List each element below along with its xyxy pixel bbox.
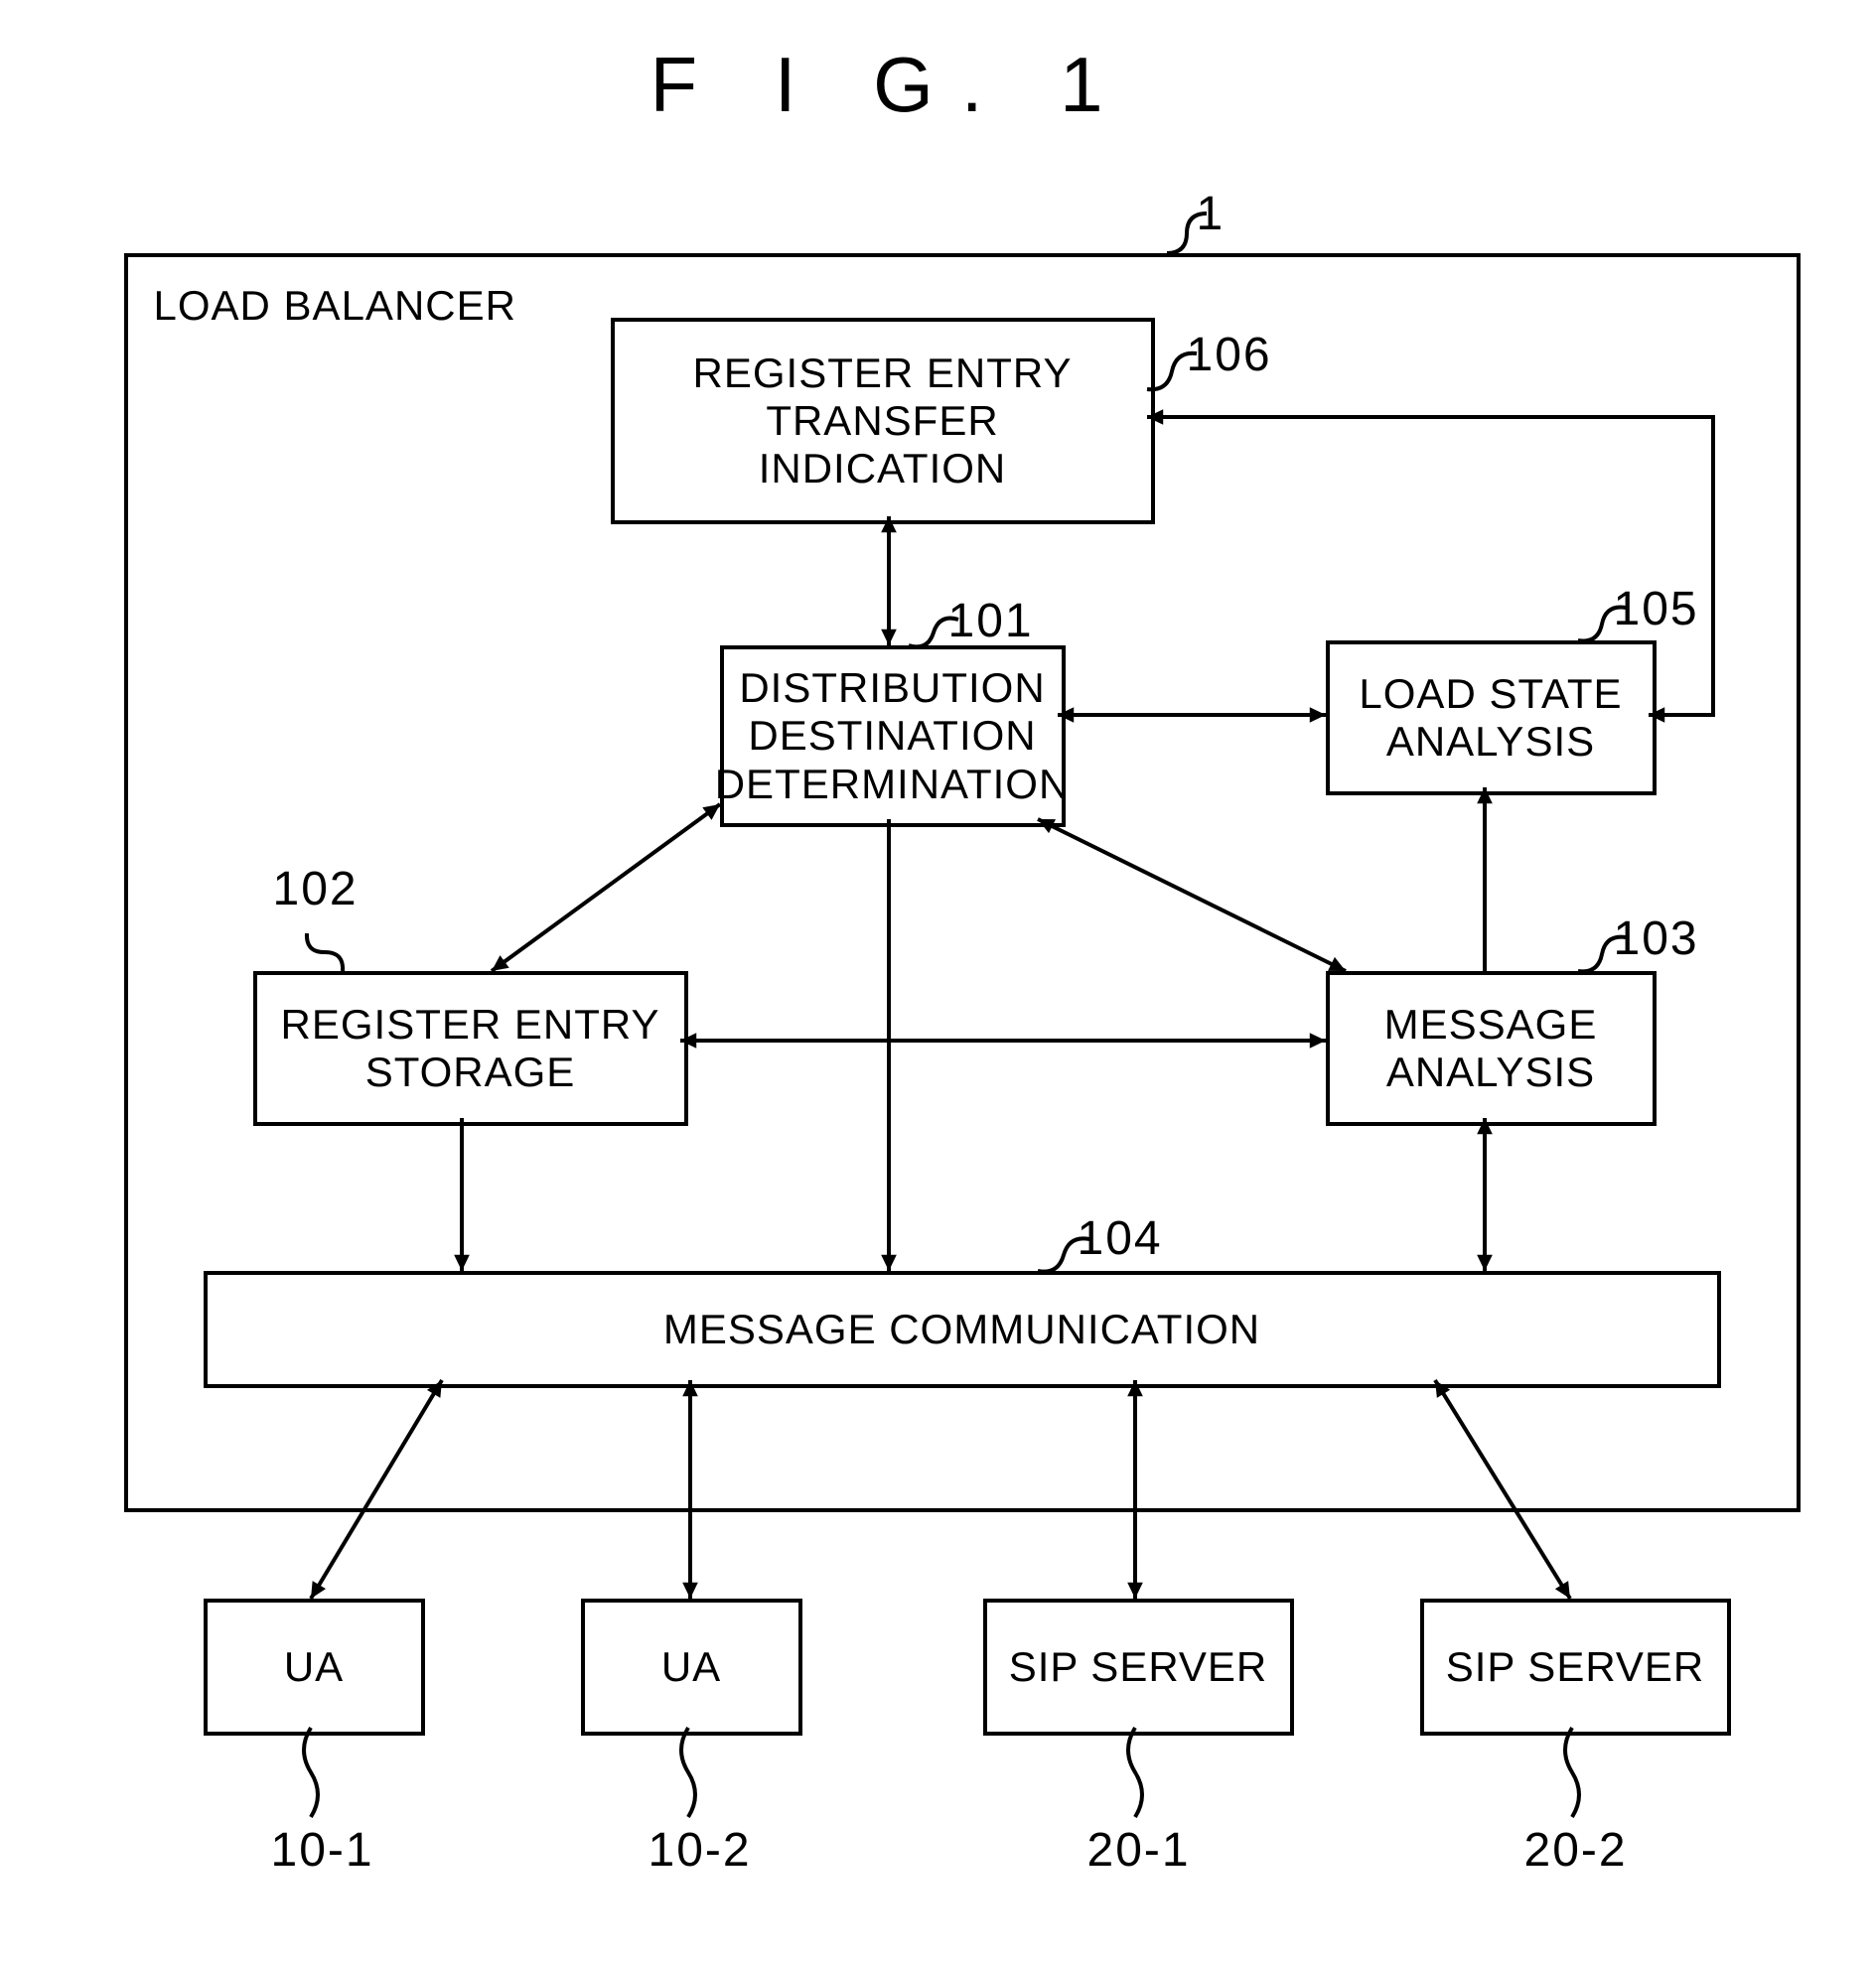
ref-101: 101: [948, 594, 1034, 648]
container-label: LOAD BALANCER: [154, 282, 516, 330]
ref-ua-2: 10-2: [649, 1823, 752, 1878]
ref-102: 102: [273, 862, 359, 916]
block-distribution-destination-determination: DISTRIBUTION DESTINATION DETERMINATION: [720, 645, 1066, 827]
block-ua-1: UA: [204, 1599, 425, 1736]
block-sip-server-1: SIP SERVER: [983, 1599, 1294, 1736]
block-register-entry-storage: REGISTER ENTRY STORAGE: [253, 971, 688, 1126]
ref-105: 105: [1614, 582, 1699, 636]
block-ua-2: UA: [581, 1599, 802, 1736]
block-sip-server-2: SIP SERVER: [1420, 1599, 1731, 1736]
ref-ua-1: 10-1: [271, 1823, 374, 1878]
ref-106: 106: [1187, 328, 1272, 382]
ref-104: 104: [1078, 1211, 1163, 1266]
diagram-root: F I G. 1 LOAD BALANCER REGISTER ENTRY TR…: [45, 40, 1832, 1906]
ref-103: 103: [1614, 911, 1699, 966]
ref-sip-1: 20-1: [1087, 1823, 1191, 1878]
ref-container: 1: [1197, 187, 1226, 241]
block-message-analysis: MESSAGE ANALYSIS: [1326, 971, 1657, 1126]
block-register-entry-transfer-indication: REGISTER ENTRY TRANSFER INDICATION: [611, 318, 1155, 524]
figure-title: F I G. 1: [650, 40, 1131, 130]
block-load-state-analysis: LOAD STATE ANALYSIS: [1326, 640, 1657, 795]
ref-sip-2: 20-2: [1524, 1823, 1628, 1878]
block-message-communication: MESSAGE COMMUNICATION: [204, 1271, 1721, 1388]
